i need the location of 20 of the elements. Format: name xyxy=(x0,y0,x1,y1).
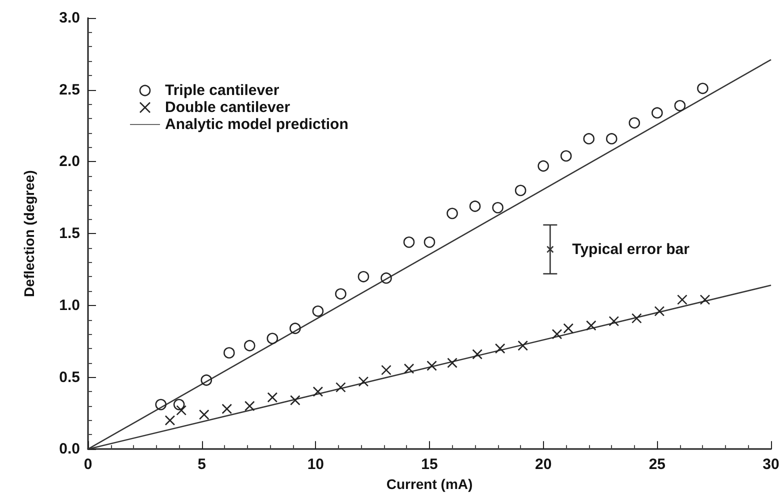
legend-label: Double cantilever xyxy=(165,99,290,116)
y-tick-label: 1.0 xyxy=(59,296,80,314)
legend-label: Triple cantilever xyxy=(165,82,280,99)
y-tick-label: 2.0 xyxy=(59,153,80,170)
y-tick-label: 0.5 xyxy=(59,368,80,386)
y-tick-label: 3.0 xyxy=(59,10,80,26)
legend-label: Analytic model prediction xyxy=(165,116,348,133)
y-tick-label: 1.5 xyxy=(59,225,80,242)
x-axis-title: Current (mA) xyxy=(386,476,473,492)
x-tick-label: 25 xyxy=(648,456,666,474)
x-tick-label: 20 xyxy=(534,456,552,474)
x-tick-label: 5 xyxy=(198,456,206,474)
y-tick-label: 0.0 xyxy=(59,440,80,458)
y-axis-title: Deflection (degree) xyxy=(21,170,37,297)
x-tick-label: 15 xyxy=(421,456,438,474)
y-tick-label: 2.5 xyxy=(59,81,80,98)
annotation: Typical error bar xyxy=(572,240,690,258)
x-tick-label: 30 xyxy=(762,456,780,474)
x-tick-label: 0 xyxy=(84,456,92,474)
x-tick-label: 10 xyxy=(307,456,324,474)
